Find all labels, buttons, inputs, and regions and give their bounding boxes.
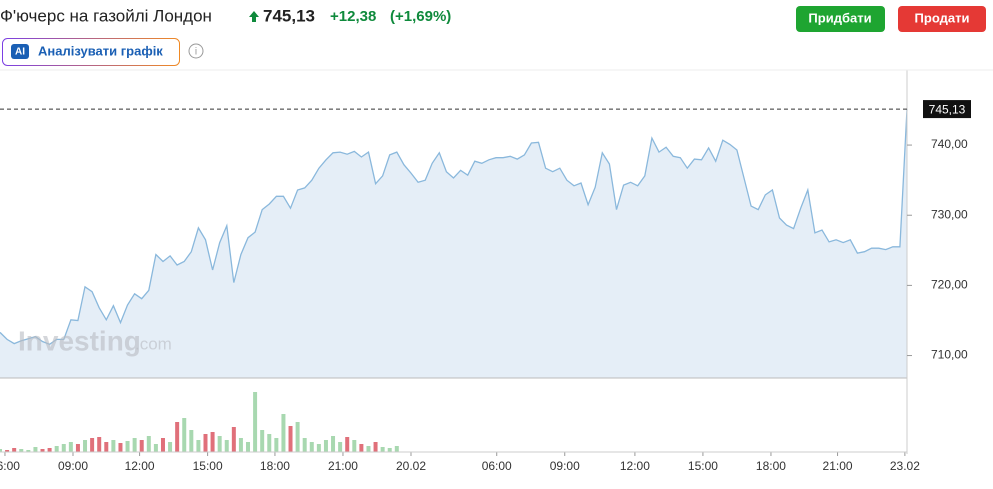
volume-bar (146, 436, 151, 452)
x-tick-label: 18:00 (260, 459, 290, 473)
x-tick-label: 23.02 (890, 459, 920, 473)
title: Ф'ючерс на газойлі Лондон (0, 6, 212, 25)
volume-bar (175, 422, 180, 452)
change-pct: (+1,69%) (390, 8, 451, 25)
volume-bar (125, 441, 130, 452)
volume-bar (352, 440, 357, 452)
volume-bar (68, 442, 73, 452)
x-tick-label: 12:00 (125, 459, 155, 473)
sell-label[interactable]: Продати (915, 10, 970, 25)
info-icon-glyph: i (195, 47, 197, 58)
volume-bar (47, 448, 52, 452)
x-tick-label: 06:00 (482, 459, 512, 473)
volume-bar (61, 444, 66, 452)
x-tick-label: 20.02 (396, 459, 426, 473)
ai-badge-text: AI (15, 47, 25, 58)
volume-bar (90, 438, 95, 452)
volume-bar (5, 450, 10, 452)
volume-bar (54, 446, 59, 452)
volume-bar (309, 442, 314, 452)
volume-bar (168, 442, 173, 452)
volume-bar (189, 430, 194, 452)
volume-bar (83, 440, 88, 452)
volume-bar (19, 449, 24, 452)
volume-bar (118, 443, 123, 452)
volume-bar (40, 449, 45, 452)
x-tick-label: 21:00 (328, 459, 358, 473)
volume-bar (196, 440, 201, 452)
volume-bar (97, 437, 102, 452)
volume-bar (111, 440, 116, 452)
volume-bar (224, 440, 229, 452)
buy-label[interactable]: Придбати (808, 10, 871, 25)
volume-bar (260, 430, 265, 452)
volume-bar (302, 438, 307, 452)
x-tick-label: 18:00 (756, 459, 786, 473)
x-tick-label: 21:00 (823, 459, 853, 473)
volume-bar (26, 450, 31, 452)
volume-bar (139, 440, 144, 452)
volume-bar (0, 449, 2, 452)
volume-bar (33, 447, 38, 452)
volume-bar (281, 414, 286, 452)
volume-bar (274, 438, 279, 452)
volume-bar (153, 444, 158, 452)
sell-button[interactable] (898, 6, 986, 32)
analyze-button[interactable] (2, 38, 180, 66)
volume-bar (203, 434, 208, 452)
volume-bar (373, 442, 378, 452)
y-tick-label: 740,00 (931, 137, 968, 151)
volume-bar (288, 426, 293, 452)
last-price-box (923, 100, 971, 119)
volume-bar (75, 444, 80, 452)
volume-bar (316, 444, 321, 452)
volume-bar (267, 434, 272, 452)
volume-bar (210, 432, 215, 452)
volume-bar (387, 448, 392, 452)
price: 745,13 (263, 6, 315, 25)
x-tick-label: 15:00 (193, 459, 223, 473)
x-tick-label: 12:00 (620, 459, 650, 473)
y-tick-label: 720,00 (931, 278, 968, 292)
volume-bar (323, 440, 328, 452)
volume-bar (238, 438, 243, 452)
x-tick-label: 06:00 (0, 459, 20, 473)
volume-bar (104, 442, 109, 452)
x-tick-label: 09:00 (550, 459, 580, 473)
volume-bar (380, 447, 385, 452)
price-line (0, 109, 908, 346)
volume-bar (217, 436, 222, 452)
volume-bar (132, 438, 137, 452)
volume-bar (12, 448, 17, 452)
last-price-label: 745,13 (929, 102, 966, 116)
volume-bar (182, 418, 187, 452)
analyze-label[interactable]: Аналізувати графік (38, 43, 163, 58)
volume-bar (331, 436, 336, 452)
watermark: Investing (18, 325, 141, 356)
volume-bar (231, 427, 236, 452)
volume-bar (253, 392, 258, 452)
up-arrow (249, 11, 259, 22)
buy-button[interactable] (796, 6, 885, 32)
volume-bar (160, 438, 165, 452)
x-tick-label: 09:00 (58, 459, 88, 473)
volume-bar (394, 446, 399, 452)
volume-bar (295, 422, 300, 452)
y-tick-label: 730,00 (931, 207, 968, 221)
area-fill (0, 109, 907, 378)
info-icon[interactable] (188, 43, 204, 59)
volume-bar (366, 446, 371, 452)
volume-bar (345, 437, 350, 452)
volume-bar (359, 444, 364, 452)
ai-badge (11, 44, 29, 59)
volume-bar (338, 442, 343, 452)
y-tick-label: 710,00 (931, 348, 968, 362)
volume-bar (246, 442, 251, 452)
change: +12,38 (330, 8, 376, 25)
x-tick-label: 15:00 (688, 459, 718, 473)
watermark-suffix: .com (135, 334, 172, 353)
